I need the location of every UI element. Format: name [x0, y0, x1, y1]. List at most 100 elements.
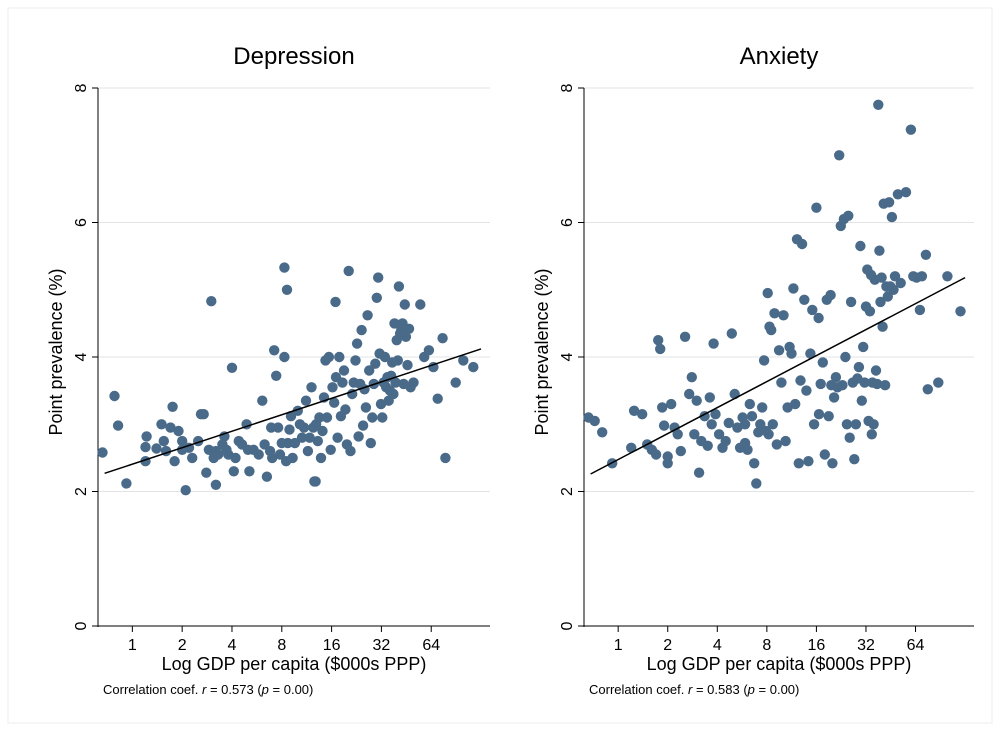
x-axis-label: Log GDP per capita ($000s PPP)	[647, 654, 912, 674]
data-point-46	[269, 345, 280, 356]
data-point-54	[284, 424, 295, 435]
data-point-43	[746, 411, 758, 422]
data-point-32	[226, 362, 238, 373]
data-point-70	[314, 412, 325, 423]
data-point-112	[868, 419, 879, 430]
correlation-prefix: Correlation coef.	[589, 682, 688, 697]
data-point-76	[811, 202, 822, 213]
y-tick-label: 4	[73, 352, 90, 361]
data-point-104	[858, 341, 869, 353]
data-point-5	[140, 441, 151, 453]
data-point-69	[312, 435, 323, 447]
data-point-77	[325, 444, 336, 455]
data-point-34	[723, 417, 734, 429]
r-value: 0.583	[707, 682, 740, 697]
data-point-45	[267, 452, 278, 464]
data-point-77	[813, 312, 824, 324]
data-point-65	[790, 398, 801, 410]
data-point-138	[920, 249, 932, 260]
data-point-19	[679, 331, 691, 342]
r-symbol: r	[688, 682, 693, 697]
data-point-88	[343, 265, 354, 277]
r-symbol: r	[202, 682, 207, 697]
data-point-17	[672, 429, 683, 440]
data-point-146	[281, 284, 293, 295]
y-axis-label: Point prevalence (%)	[46, 268, 66, 435]
data-point-79	[817, 357, 828, 368]
data-point-60	[780, 435, 791, 447]
data-point-35	[726, 328, 737, 339]
data-point-11	[165, 422, 176, 433]
data-point-107	[373, 272, 384, 283]
data-point-13	[658, 420, 670, 431]
data-point-148	[826, 380, 837, 391]
regression-line	[104, 348, 482, 475]
data-point-9	[158, 435, 169, 447]
x-tick-label: 4	[713, 637, 722, 654]
data-point-141	[440, 452, 451, 464]
data-point-134	[408, 377, 419, 388]
data-point-137	[916, 271, 928, 282]
data-point-2	[597, 427, 608, 438]
data-point-1	[589, 415, 600, 427]
data-point-5	[628, 405, 640, 416]
data-point-115	[871, 378, 883, 390]
equals-sign: =	[755, 682, 770, 697]
data-point-103	[367, 412, 378, 423]
data-point-71	[801, 385, 812, 396]
data-point-30	[710, 409, 721, 420]
data-point-34	[230, 452, 241, 464]
data-point-149	[210, 445, 222, 457]
data-point-27	[702, 440, 713, 451]
data-point-49	[758, 355, 770, 366]
data-point-143	[662, 458, 673, 469]
data-point-100	[362, 310, 373, 321]
data-point-129	[399, 299, 410, 310]
data-point-147	[813, 409, 825, 420]
data-point-22	[689, 429, 700, 440]
data-point-102	[365, 437, 376, 449]
r-value: 0.573	[221, 682, 254, 697]
data-point-64	[788, 283, 799, 294]
data-point-139	[922, 384, 933, 395]
data-point-23	[691, 395, 702, 406]
figure-background	[7, 7, 993, 724]
data-point-141	[942, 271, 953, 282]
data-point-125	[883, 197, 895, 208]
equals-sign: =	[269, 682, 284, 697]
open-paren: (	[254, 682, 263, 697]
data-point-29	[219, 431, 230, 442]
correlation-note: Correlation coef. r = 0.573 (p = 0.00)	[103, 682, 313, 697]
data-point-10	[653, 335, 664, 346]
data-point-109	[864, 306, 876, 317]
data-point-132	[900, 187, 912, 198]
y-tick-label: 2	[559, 487, 576, 496]
data-point-42	[744, 398, 755, 410]
data-point-33	[228, 466, 239, 477]
data-point-105	[859, 377, 870, 388]
data-point-24	[206, 296, 217, 307]
x-tick-label: 64	[422, 637, 440, 654]
x-tick-label: 4	[228, 637, 237, 654]
data-point-68	[795, 375, 806, 386]
data-point-139	[432, 393, 443, 404]
data-point-102	[855, 240, 866, 252]
x-tick-label: 1	[614, 637, 623, 654]
data-point-81	[332, 432, 343, 443]
data-point-99	[360, 402, 372, 413]
data-point-84	[827, 458, 838, 469]
data-point-149	[866, 429, 877, 440]
data-point-96	[356, 324, 367, 336]
data-point-54	[767, 419, 778, 430]
data-point-79	[329, 397, 340, 408]
data-point-70	[799, 294, 810, 305]
data-point-75	[808, 419, 820, 430]
data-point-31	[713, 429, 725, 440]
data-point-74	[807, 304, 818, 316]
data-point-103	[856, 395, 867, 406]
x-tick-label: 2	[178, 637, 187, 654]
data-point-9	[650, 449, 662, 460]
data-point-41	[742, 444, 753, 455]
data-point-56	[771, 439, 782, 450]
